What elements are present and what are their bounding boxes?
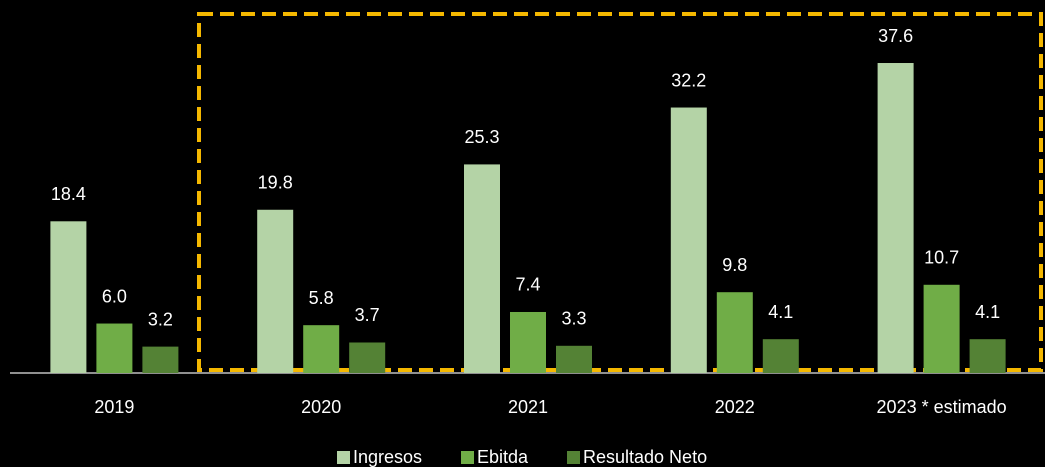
bar xyxy=(464,164,500,373)
value-label: 3.7 xyxy=(355,305,380,325)
bar xyxy=(349,342,386,373)
bar xyxy=(257,209,294,373)
value-label: 37.6 xyxy=(878,26,913,46)
x-tick-label: 2022 xyxy=(715,397,755,417)
bar xyxy=(969,339,1006,373)
legend-label: Ingresos xyxy=(353,447,422,467)
legend-label: Ebitda xyxy=(477,447,529,467)
value-label: 7.4 xyxy=(515,275,540,295)
x-tick-label: 2021 xyxy=(508,397,548,417)
legend-swatch xyxy=(567,451,580,464)
bar xyxy=(556,345,592,373)
bar xyxy=(877,63,914,374)
bar xyxy=(142,346,179,373)
legend-swatch xyxy=(337,451,350,464)
value-label: 10.7 xyxy=(924,248,959,268)
bar xyxy=(510,311,546,373)
bar xyxy=(670,107,707,373)
bar xyxy=(303,325,340,373)
bar xyxy=(50,221,87,373)
x-tick-label: 2023 * estimado xyxy=(877,397,1007,417)
value-label: 5.8 xyxy=(309,288,334,308)
value-label: 18.4 xyxy=(51,184,86,204)
bar xyxy=(923,284,960,373)
value-label: 4.1 xyxy=(975,302,1000,322)
value-label: 3.3 xyxy=(561,309,586,329)
x-tick-label: 2019 xyxy=(94,397,134,417)
value-label: 9.8 xyxy=(722,255,747,275)
value-label: 6.0 xyxy=(102,286,127,306)
bar xyxy=(762,339,799,373)
bar xyxy=(716,292,753,373)
highlight-box xyxy=(197,12,1043,372)
value-label: 3.2 xyxy=(148,309,173,329)
value-label: 19.8 xyxy=(258,173,293,193)
bar xyxy=(96,323,133,373)
legend-label: Resultado Neto xyxy=(583,447,707,467)
legend-swatch xyxy=(461,451,474,464)
value-label: 25.3 xyxy=(464,127,499,147)
x-tick-label: 2020 xyxy=(301,397,341,417)
value-label: 4.1 xyxy=(768,302,793,322)
value-label: 32.2 xyxy=(671,70,706,90)
